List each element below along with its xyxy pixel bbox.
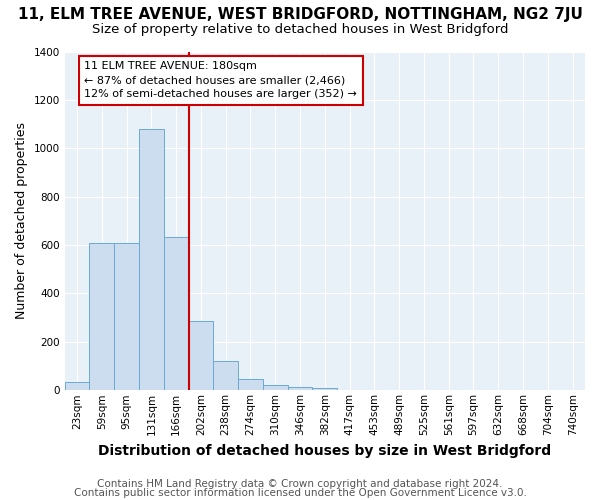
Bar	[65, 382, 89, 390]
Text: 11, ELM TREE AVENUE, WEST BRIDGFORD, NOTTINGHAM, NG2 7JU: 11, ELM TREE AVENUE, WEST BRIDGFORD, NOT…	[17, 8, 583, 22]
Bar	[263, 386, 287, 390]
Text: Size of property relative to detached houses in West Bridgford: Size of property relative to detached ho…	[92, 22, 508, 36]
Bar	[188, 322, 214, 390]
Y-axis label: Number of detached properties: Number of detached properties	[15, 122, 28, 320]
Bar	[89, 242, 114, 390]
Text: Contains HM Land Registry data © Crown copyright and database right 2024.: Contains HM Land Registry data © Crown c…	[97, 479, 503, 489]
X-axis label: Distribution of detached houses by size in West Bridgford: Distribution of detached houses by size …	[98, 444, 551, 458]
Text: Contains public sector information licensed under the Open Government Licence v3: Contains public sector information licen…	[74, 488, 526, 498]
Bar	[139, 129, 164, 390]
Bar	[313, 388, 337, 390]
Bar	[238, 380, 263, 390]
Bar	[114, 242, 139, 390]
Bar	[287, 386, 313, 390]
Text: 11 ELM TREE AVENUE: 180sqm
← 87% of detached houses are smaller (2,466)
12% of s: 11 ELM TREE AVENUE: 180sqm ← 87% of deta…	[85, 61, 358, 99]
Bar	[164, 236, 188, 390]
Bar	[214, 361, 238, 390]
